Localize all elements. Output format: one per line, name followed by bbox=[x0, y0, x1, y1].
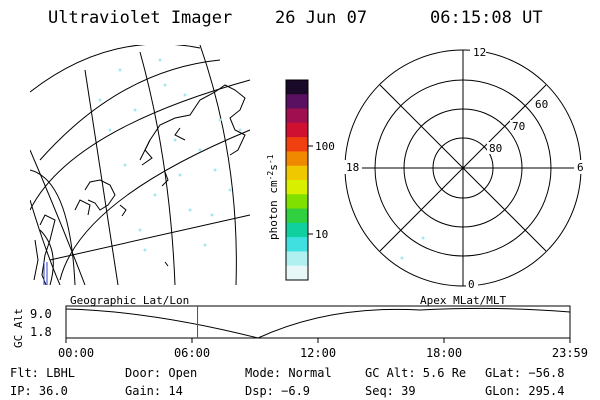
status-field: Mode: Normal bbox=[245, 366, 332, 380]
mlat-label-60: 60 bbox=[535, 98, 548, 111]
colorbar-swatch bbox=[286, 108, 308, 124]
timeline-tick-label: 06:00 bbox=[174, 346, 210, 360]
status-field: GC Alt: 5.6 Re bbox=[365, 366, 466, 380]
mlat-label-80: 80 bbox=[489, 142, 502, 155]
colorbar-swatch bbox=[286, 94, 308, 110]
colorbar-swatch bbox=[286, 208, 308, 224]
observation-date: 26 Jun 07 bbox=[275, 8, 368, 28]
status-field: Door: Open bbox=[125, 366, 197, 380]
colorbar-swatch bbox=[286, 165, 308, 181]
colorbar-tick-10: 10 bbox=[315, 228, 328, 241]
mlt-label-6: 6 bbox=[577, 161, 584, 174]
colorbar-swatch bbox=[286, 80, 308, 95]
colorbar-unit-label: photon cm-2s-1 bbox=[266, 154, 280, 240]
colorbar-swatch bbox=[286, 122, 308, 138]
observation-time: 06:15:08 UT bbox=[430, 8, 543, 28]
status-field: Dsp: −6.9 bbox=[245, 384, 310, 398]
colorbar-swatch bbox=[286, 237, 308, 252]
timeline-tick-label: 18:00 bbox=[426, 346, 462, 360]
instrument-title: Ultraviolet Imager bbox=[48, 8, 233, 28]
colorbar-swatch bbox=[286, 180, 308, 195]
timeline-y-bottom: 1.8 bbox=[30, 325, 52, 339]
colorbar-swatch bbox=[286, 251, 308, 267]
mlt-label-12: 12 bbox=[473, 46, 486, 59]
status-panel: Flt: LBHL Door: Open Mode: Normal GC Alt: 5… bbox=[10, 366, 564, 398]
timeline-tick-label: 23:59 bbox=[552, 346, 588, 360]
timeline-y-top: 9.0 bbox=[30, 307, 52, 321]
colorbar-swatch bbox=[286, 194, 308, 210]
timeline-ylabel: GC Alt bbox=[12, 308, 25, 348]
colorbar-swatch bbox=[286, 137, 308, 152]
geographic-map bbox=[30, 45, 251, 285]
status-field: IP: 36.0 bbox=[10, 384, 68, 398]
colorbar-swatch bbox=[286, 265, 308, 281]
timeline-tick-label: 00:00 bbox=[58, 346, 94, 360]
timeline-left-caption: Geographic Lat/Lon bbox=[70, 294, 189, 307]
polar-mlat-mlt-plot bbox=[344, 49, 582, 287]
intensity-colorbar: 100 10 photon cm-2s-1 bbox=[266, 79, 335, 281]
colorbar-tick-100: 100 bbox=[315, 140, 335, 153]
orbit-timeline: GC Alt 9.0 1.8 Geographic Lat/Lon Apex M… bbox=[12, 294, 588, 360]
timeline-right-caption: Apex MLat/MLT bbox=[420, 294, 506, 307]
mlat-label-70: 70 bbox=[512, 120, 525, 133]
status-field: Gain: 14 bbox=[125, 384, 183, 398]
colorbar-swatch bbox=[286, 151, 308, 167]
status-field: GLon: 295.4 bbox=[485, 384, 564, 398]
mlt-label-18: 18 bbox=[346, 161, 359, 174]
status-field: Seq: 39 bbox=[365, 384, 416, 398]
colorbar-swatch bbox=[286, 222, 308, 238]
mlt-label-0: 0 bbox=[468, 278, 475, 291]
status-field: Flt: LBHL bbox=[10, 366, 75, 380]
status-field: GLat: −56.8 bbox=[485, 366, 564, 380]
timeline-tick-label: 12:00 bbox=[300, 346, 336, 360]
